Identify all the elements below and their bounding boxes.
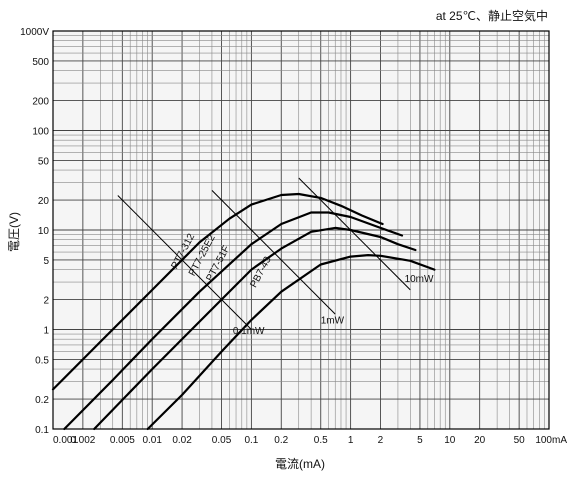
x-tick-label: 20 xyxy=(474,435,486,446)
x-tick-label: 50 xyxy=(514,435,526,446)
x-tick-label: 100mA xyxy=(535,435,567,446)
x-tick-label: 0.01 xyxy=(142,435,162,446)
x-tick-label: 0.005 xyxy=(110,435,135,446)
x-tick-label: 0.02 xyxy=(172,435,192,446)
y-tick-label: 1000V xyxy=(20,27,49,38)
power-label-1mW: 1mW xyxy=(321,315,345,326)
y-tick-label: 0.2 xyxy=(35,395,49,406)
y-tick-label: 500 xyxy=(32,57,49,68)
x-tick-label: 2 xyxy=(378,435,384,446)
plot-frame xyxy=(52,30,550,430)
curve-PT7-312 xyxy=(51,192,384,391)
x-tick-label: 0.2 xyxy=(274,435,288,446)
x-tick-label: 1 xyxy=(348,435,354,446)
y-tick-label: 100 xyxy=(32,127,49,138)
y-tick-label: 1 xyxy=(43,326,49,337)
x-tick-label: 0.05 xyxy=(212,435,232,446)
curve-PT7-51F xyxy=(93,226,417,431)
y-tick-label: 0.1 xyxy=(35,425,49,436)
grid xyxy=(53,31,549,429)
y-tick-label: 2 xyxy=(43,296,49,307)
power-label-0.1mW: 0.1mW xyxy=(233,326,265,337)
y-tick-label: 0.5 xyxy=(35,355,49,366)
power-line-1mW xyxy=(211,190,336,315)
power-line-0.1mW xyxy=(117,195,252,330)
curve-PT7-25E2 xyxy=(63,211,404,431)
x-tick-label: 0.5 xyxy=(314,435,328,446)
x-axis-title: 電流(mA) xyxy=(275,457,325,471)
curve-PB7-43 xyxy=(146,254,436,431)
x-tick-label: 0.002 xyxy=(70,435,95,446)
x-tick-label: 0.1 xyxy=(244,435,258,446)
y-tick-label: 10 xyxy=(38,226,50,237)
y-tick-labels: 1000V 500 200 100 50 20 10 5 2 1 0.5 0.2 0.1 xyxy=(20,27,49,436)
y-tick-label: 5 xyxy=(43,256,49,267)
y-tick-label: 20 xyxy=(38,196,50,207)
x-tick-label: 0.001 xyxy=(53,435,78,446)
curves xyxy=(51,192,436,431)
y-axis-title: 電圧(V) xyxy=(7,212,21,252)
y-tick-label: 50 xyxy=(38,156,50,167)
x-tick-label: 5 xyxy=(417,435,423,446)
x-tick-label: 10 xyxy=(444,435,456,446)
condition-note: at 25℃、静止空気中 xyxy=(436,8,548,23)
y-tick-label: 200 xyxy=(32,97,49,108)
power-label-10mW: 10mW xyxy=(405,274,434,285)
